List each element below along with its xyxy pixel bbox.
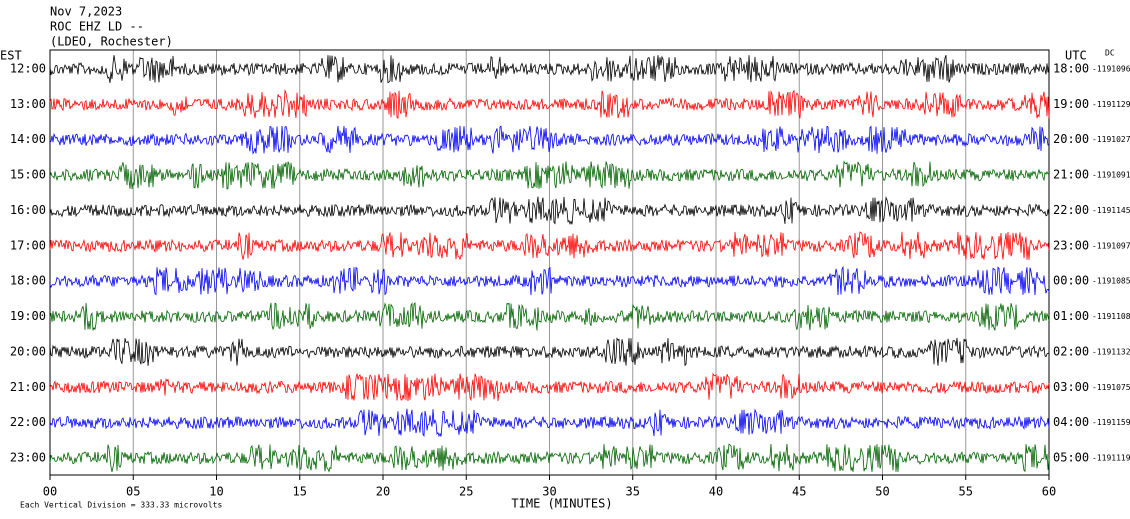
est-label: 14:00 — [10, 132, 46, 146]
utc-label: 19:00 — [1053, 97, 1089, 111]
x-tick-label: 25 — [459, 485, 473, 499]
scale-note: Each Vertical Division = 333.33 microvol… — [20, 501, 222, 510]
dc-value: -1191108 — [1092, 312, 1130, 321]
dc-value: -1191091 — [1092, 171, 1130, 180]
est-label: 17:00 — [10, 238, 46, 252]
dc-value: -1191075 — [1092, 383, 1130, 392]
dc-value: -1191132 — [1092, 347, 1130, 356]
trace — [49, 265, 1050, 296]
est-label: 22:00 — [10, 415, 46, 429]
trace — [49, 408, 1050, 438]
est-label: 23:00 — [10, 451, 46, 465]
utc-label: 18:00 — [1053, 62, 1089, 76]
x-tick-label: 15 — [293, 485, 307, 499]
trace — [49, 372, 1050, 402]
trace — [49, 54, 1050, 84]
est-label: 13:00 — [10, 97, 46, 111]
x-tick-label: 35 — [626, 485, 640, 499]
dc-value: -1191119 — [1092, 454, 1130, 463]
dc-label: DC — [1105, 49, 1115, 58]
title-line: ROC EHZ LD -- — [50, 20, 144, 34]
trace — [49, 89, 1050, 119]
utc-label: 23:00 — [1053, 238, 1089, 252]
x-tick-label: 50 — [875, 485, 889, 499]
est-label: 19:00 — [10, 309, 46, 323]
trace — [49, 125, 1050, 155]
x-tick-label: 40 — [709, 485, 723, 499]
trace — [49, 302, 1050, 331]
trace — [49, 337, 1050, 367]
utc-label: 20:00 — [1053, 132, 1089, 146]
est-label: 15:00 — [10, 168, 46, 182]
dc-value: -1191096 — [1092, 65, 1130, 74]
trace — [49, 443, 1050, 473]
dc-value: -1191097 — [1092, 241, 1130, 250]
dc-value: -1191027 — [1092, 135, 1130, 144]
dc-value: -1191085 — [1092, 277, 1130, 286]
utc-label: 00:00 — [1053, 274, 1089, 288]
x-tick-label: 55 — [959, 485, 973, 499]
x-tick-label: 20 — [376, 485, 390, 499]
utc-label: 21:00 — [1053, 168, 1089, 182]
utc-label: 01:00 — [1053, 309, 1089, 323]
x-tick-label: 30 — [542, 485, 556, 499]
title-line: Nov 7,2023 — [50, 5, 122, 19]
x-tick-label: 00 — [43, 485, 57, 499]
title-line: (LDEO, Rochester) — [50, 35, 173, 49]
x-tick-label: 10 — [209, 485, 223, 499]
dc-value: -1191129 — [1092, 100, 1130, 109]
trace — [49, 160, 1050, 190]
est-label: 16:00 — [10, 203, 46, 217]
trace — [49, 196, 1050, 225]
est-label: 12:00 — [10, 62, 46, 76]
dc-value: -1191145 — [1092, 206, 1130, 215]
utc-label: 04:00 — [1053, 415, 1089, 429]
trace — [49, 231, 1050, 261]
utc-label: 02:00 — [1053, 344, 1089, 358]
right-axis-label: UTC — [1065, 49, 1087, 63]
est-label: 18:00 — [10, 274, 46, 288]
left-axis-label: EST — [0, 49, 22, 63]
est-label: 20:00 — [10, 344, 46, 358]
utc-label: 03:00 — [1053, 380, 1089, 394]
x-tick-label: 45 — [792, 485, 806, 499]
x-tick-label: 60 — [1042, 485, 1056, 499]
x-tick-label: 05 — [126, 485, 140, 499]
dc-value: -1191159 — [1092, 418, 1130, 427]
x-axis-label: TIME (MINUTES) — [511, 497, 612, 511]
utc-label: 05:00 — [1053, 451, 1089, 465]
utc-label: 22:00 — [1053, 203, 1089, 217]
est-label: 21:00 — [10, 380, 46, 394]
